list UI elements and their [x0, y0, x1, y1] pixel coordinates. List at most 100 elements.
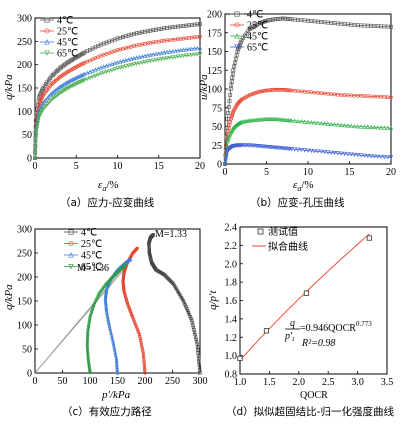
data-point: [118, 47, 123, 52]
data-point: [237, 120, 243, 125]
data-point: [134, 31, 139, 36]
ytick-label: 2.2: [225, 241, 238, 252]
data-point: [33, 152, 38, 157]
data-point: [186, 310, 191, 315]
data-point: [156, 51, 161, 56]
data-point: [254, 90, 259, 95]
data-point: [292, 147, 297, 152]
data-point: [332, 151, 337, 156]
data-point: [151, 40, 156, 45]
data-point: [67, 78, 72, 84]
data-point: [143, 29, 147, 34]
ytick-label: 0: [217, 160, 222, 171]
data-point: [339, 151, 344, 156]
data-point: [110, 338, 115, 342]
data-point: [140, 60, 145, 65]
data-point: [86, 324, 91, 329]
data-point: [110, 38, 114, 43]
data-point: [378, 125, 384, 130]
data-point: [143, 367, 147, 371]
data-point: [49, 91, 54, 96]
data-point: [87, 323, 91, 327]
data-point: [129, 32, 134, 37]
xtick-label: 250: [165, 376, 180, 387]
data-point: [372, 124, 377, 130]
data-point: [359, 153, 364, 158]
data-point: [104, 290, 108, 295]
data-point: [292, 118, 297, 123]
data-point: [192, 52, 197, 57]
xtick-label: 2.0: [293, 377, 306, 388]
caption-c: （c）有效应力路径: [62, 405, 152, 418]
data-point: [112, 37, 117, 42]
series-group-a: [32, 22, 203, 161]
data-point: [103, 295, 108, 300]
data-point: [233, 60, 237, 65]
data-point: [129, 44, 134, 49]
data-point: [127, 257, 132, 262]
legend-marker-icon: [44, 50, 50, 56]
data-point: [65, 79, 71, 84]
data-point: [111, 343, 116, 347]
data-point: [132, 31, 136, 36]
data-point: [230, 75, 235, 80]
data-point: [362, 153, 367, 158]
legend-d-square-icon: [257, 228, 264, 235]
data-point: [112, 60, 117, 66]
data-point: [140, 346, 144, 350]
data-point: [86, 327, 91, 332]
data-point: [173, 48, 178, 53]
legend-label: 4℃: [57, 16, 73, 27]
data-point: [375, 154, 380, 159]
data-point: [78, 73, 83, 78]
data-point: [178, 54, 183, 59]
data-point: [140, 30, 145, 35]
data-point: [156, 39, 161, 44]
data-point: [198, 22, 202, 26]
series-line: [34, 47, 201, 159]
data-point: [153, 51, 159, 56]
data-point: [170, 49, 175, 54]
legend-label: 65℃: [57, 49, 78, 60]
data-point: [79, 72, 84, 78]
data-point: [42, 105, 47, 110]
data-point: [145, 41, 150, 46]
test-point: [366, 235, 372, 241]
data-point: [159, 50, 164, 55]
data-point: [118, 35, 123, 40]
data-point: [141, 352, 145, 356]
data-point: [126, 45, 131, 50]
legend-c: 4℃25℃45℃65℃: [64, 228, 102, 273]
data-point: [118, 59, 123, 64]
legend-marker-icon: [234, 44, 240, 50]
data-point: [96, 66, 101, 71]
data-point: [123, 64, 128, 69]
data-point: [167, 55, 172, 61]
data-point: [192, 46, 197, 51]
data-point: [164, 49, 170, 54]
data-point: [309, 148, 314, 154]
xlabel-b-main: ε: [293, 179, 298, 191]
data-point: [133, 322, 138, 327]
data-point: [104, 69, 109, 75]
data-point: [178, 36, 183, 41]
data-point: [96, 72, 101, 77]
data-point: [141, 350, 145, 354]
legend-label: 45℃: [247, 32, 268, 43]
data-point: [362, 124, 367, 129]
data-point: [385, 155, 390, 160]
data-point: [118, 65, 123, 70]
legend-d: 测试值 拟合曲线: [252, 225, 308, 253]
data-point: [93, 67, 98, 72]
data-point: [188, 314, 192, 318]
data-point: [355, 153, 360, 158]
data-point: [189, 52, 194, 58]
data-point: [151, 233, 155, 237]
data-point: [104, 291, 108, 296]
data-point: [115, 48, 120, 53]
data-point: [111, 339, 115, 344]
data-point: [101, 41, 106, 46]
data-point: [107, 62, 112, 67]
data-point: [126, 57, 131, 62]
data-point: [228, 93, 233, 97]
